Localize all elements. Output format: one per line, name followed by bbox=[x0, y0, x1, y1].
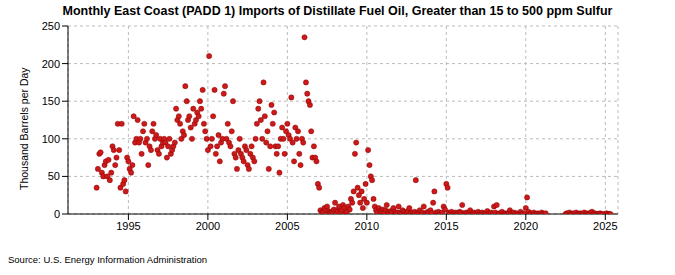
svg-text:150: 150 bbox=[42, 95, 60, 107]
svg-text:0: 0 bbox=[54, 208, 60, 220]
svg-text:1995: 1995 bbox=[116, 220, 140, 232]
svg-text:2025: 2025 bbox=[593, 220, 617, 232]
svg-text:2015: 2015 bbox=[434, 220, 458, 232]
svg-text:2020: 2020 bbox=[514, 220, 538, 232]
svg-text:250: 250 bbox=[42, 20, 60, 32]
svg-text:2005: 2005 bbox=[275, 220, 299, 232]
svg-text:100: 100 bbox=[42, 133, 60, 145]
svg-text:Thousand Barrels per Day: Thousand Barrels per Day bbox=[18, 67, 30, 190]
svg-text:200: 200 bbox=[42, 58, 60, 70]
svg-text:2000: 2000 bbox=[196, 220, 220, 232]
html-text:Source: U.S. Energy Informatio: Source: U.S. Energy Information Administ… bbox=[8, 254, 208, 265]
svg-text:50: 50 bbox=[48, 170, 60, 182]
svg-text:2010: 2010 bbox=[355, 220, 379, 232]
html-text:Monthly East Coast (PADD 1) Im: Monthly East Coast (PADD 1) Imports of D… bbox=[62, 4, 613, 18]
